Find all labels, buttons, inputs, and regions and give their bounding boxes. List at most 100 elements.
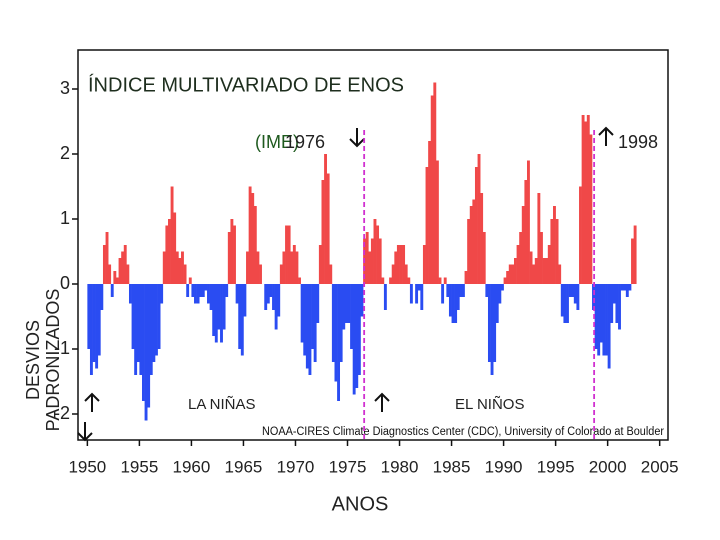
bar <box>597 284 601 356</box>
bar <box>451 284 455 323</box>
bar <box>360 284 364 317</box>
bar <box>209 284 213 310</box>
bar <box>545 258 549 284</box>
bar <box>259 264 262 284</box>
bar <box>248 186 252 284</box>
bar <box>550 219 554 284</box>
bar <box>519 232 523 284</box>
bar <box>391 264 395 284</box>
x-tick-label: 1980 <box>381 457 419 476</box>
x-tick-label: 1975 <box>329 457 367 476</box>
bar <box>592 284 595 310</box>
bar <box>506 271 510 284</box>
bar <box>238 284 242 349</box>
bar <box>311 284 314 349</box>
arrow <box>84 392 100 412</box>
bar <box>446 284 450 297</box>
bar <box>454 284 458 323</box>
bar <box>620 284 624 291</box>
x-tick-label: 2000 <box>589 457 627 476</box>
bar <box>563 284 567 323</box>
bar <box>243 284 247 317</box>
bar <box>196 284 200 304</box>
bar <box>605 284 608 356</box>
bar <box>165 225 169 284</box>
bar <box>274 284 278 330</box>
bar <box>113 271 117 284</box>
bar <box>168 219 171 284</box>
annotation: 1976 <box>285 132 325 152</box>
bar <box>110 284 114 297</box>
bar <box>141 284 145 401</box>
bar <box>191 284 195 297</box>
bar <box>464 271 468 284</box>
bar <box>490 284 494 375</box>
bar <box>225 284 229 297</box>
bar <box>102 245 106 284</box>
bar <box>576 284 580 310</box>
bar <box>443 277 447 284</box>
bar <box>329 264 333 284</box>
bar <box>586 115 590 284</box>
y-tick-label: -2 <box>54 403 70 423</box>
bars <box>87 82 637 421</box>
bar <box>532 264 536 284</box>
annotation: EL NIÑOS <box>455 396 524 413</box>
bar <box>136 284 140 362</box>
bar <box>524 180 528 284</box>
bar <box>612 284 616 304</box>
bar <box>92 284 96 362</box>
bar <box>435 160 439 284</box>
bar <box>344 284 348 323</box>
bar <box>305 284 309 369</box>
chart-title: ÍNDICE MULTIVARIADO DE ENOS <box>88 73 404 96</box>
bar <box>477 154 481 284</box>
bar <box>105 232 109 284</box>
bar <box>246 251 249 284</box>
bar <box>365 232 369 284</box>
arrow <box>374 392 390 412</box>
bar <box>251 193 255 284</box>
bar <box>579 186 582 284</box>
bar <box>290 251 294 284</box>
bar <box>628 284 632 291</box>
bar <box>383 284 387 310</box>
bar <box>560 284 564 317</box>
bar <box>394 251 398 284</box>
bar <box>285 225 288 284</box>
bar <box>503 277 507 284</box>
bar <box>324 154 327 284</box>
bar <box>295 251 299 284</box>
bar <box>266 284 270 304</box>
bar <box>571 284 575 297</box>
bar <box>282 251 286 284</box>
bar <box>134 284 138 375</box>
bar <box>568 284 572 297</box>
bar <box>441 284 445 304</box>
y-axis-title: DESVIOSPADRONIZADOS <box>23 289 63 432</box>
bar <box>527 160 530 284</box>
bar <box>389 277 393 284</box>
y-tick-label: -1 <box>54 338 70 358</box>
bar <box>303 284 307 356</box>
bar <box>368 251 372 284</box>
bar <box>469 206 473 284</box>
bar <box>430 95 434 284</box>
bar <box>459 284 463 297</box>
bar <box>253 206 257 284</box>
bar <box>573 284 577 304</box>
bar <box>175 251 179 284</box>
bar <box>537 193 541 284</box>
y-tick-label: 3 <box>60 78 70 98</box>
bar <box>326 173 330 284</box>
bar <box>188 277 192 284</box>
bar <box>100 284 104 310</box>
bar <box>334 284 338 382</box>
bar <box>376 225 380 284</box>
bar <box>589 134 593 284</box>
bar <box>121 251 125 284</box>
bar <box>633 225 637 284</box>
bar <box>123 245 127 284</box>
bar <box>498 284 502 304</box>
bar <box>615 284 619 323</box>
